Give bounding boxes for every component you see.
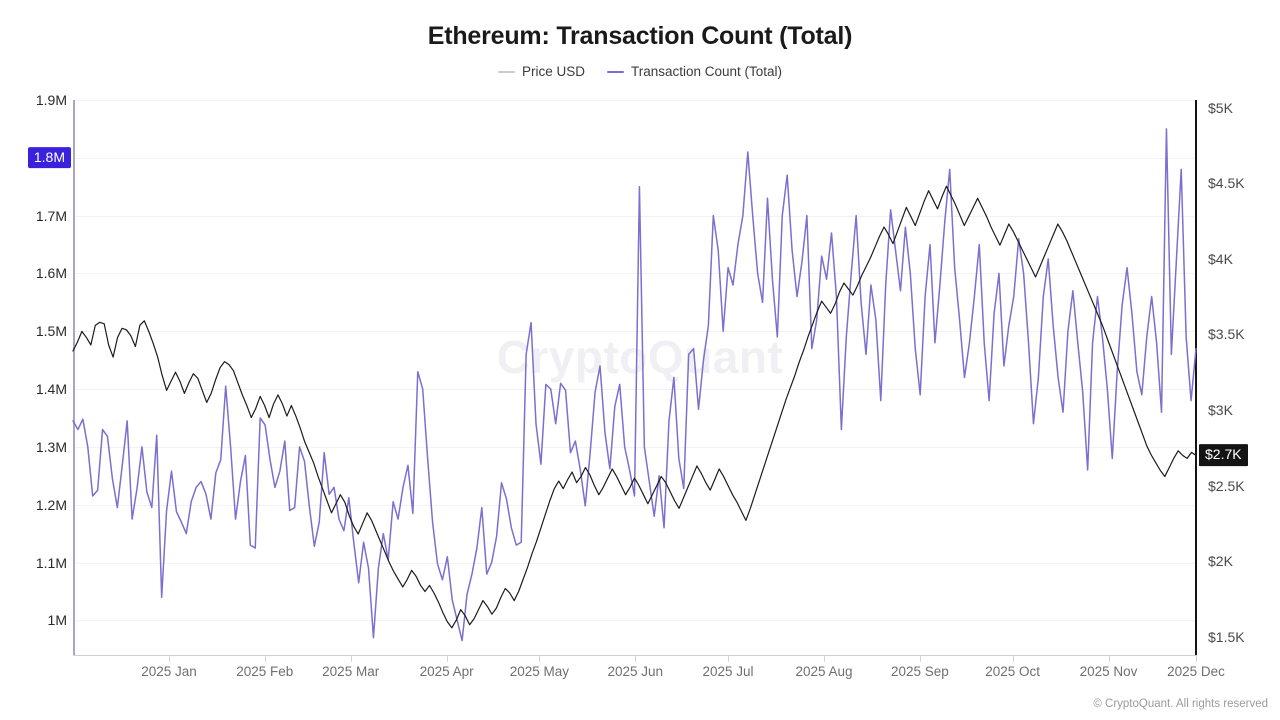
plot-area[interactable] [72, 100, 1197, 655]
x-axis-tick-label: 2025 Feb [236, 664, 294, 679]
left-axis-tick-label: 1.1M [35, 554, 67, 571]
gridline [73, 273, 1196, 275]
gridline [73, 446, 1196, 448]
right-axis-line [1195, 100, 1197, 655]
right-axis-tick-label: $2.5K [1208, 477, 1245, 494]
right-axis-tick-label: $1.5K [1208, 628, 1245, 645]
x-axis-tick-mark [350, 655, 352, 662]
left-axis-tick-label: 1.4M [35, 381, 67, 398]
gridline [73, 331, 1196, 333]
right-axis-tick-label: $3K [1208, 402, 1233, 418]
legend-label-price-usd: Price USD [521, 64, 585, 79]
x-axis-tick-mark [1108, 655, 1110, 662]
left-axis-tick-label: 1.7M [35, 207, 67, 224]
gridline [73, 504, 1196, 506]
x-axis-tick-mark [446, 655, 448, 662]
left-axis-tick-label: 1.2M [35, 496, 67, 513]
transaction-count-line [72, 128, 1197, 642]
x-axis-tick-label: 2025 Aug [795, 664, 853, 679]
chart-title: Ethereum: Transaction Count (Total) [427, 22, 853, 50]
x-axis-tick-label: 2025 Dec [1167, 664, 1225, 679]
left-axis-tick-label: 1.9M [35, 92, 67, 108]
x-axis-tick-mark [539, 655, 541, 662]
gridline [73, 100, 1196, 101]
gridline [73, 215, 1196, 217]
gridline [73, 389, 1196, 391]
right-axis-tick-label: $5K [1208, 99, 1233, 116]
x-axis-tick-mark [1196, 655, 1197, 662]
bottom-axis-line [73, 655, 1196, 656]
x-axis-tick-label: 2025 Mar [322, 664, 380, 679]
x-axis-tick-mark [169, 655, 170, 662]
x-axis-tick-mark [635, 655, 637, 662]
x-axis-tick-mark [824, 655, 825, 662]
x-axis-tick-label: 2025 Jul [702, 664, 754, 679]
left-axis-tick-label: 1M [47, 612, 67, 629]
gridline [73, 562, 1196, 564]
x-axis-tick-label: 2025 Oct [985, 664, 1040, 679]
chart-legend: Price USD Transaction Count (Total) [0, 64, 1280, 79]
copyright-notice: © CryptoQuant. All rights reserved [1093, 698, 1268, 710]
left-axis-tick-label: 1.6M [35, 265, 67, 282]
left-axis-tick-label: 1.3M [35, 438, 67, 455]
left-axis-value-badge: 1.8M [27, 146, 71, 169]
gridline [73, 157, 1196, 159]
x-axis-tick-label: 2025 Apr [419, 664, 474, 679]
right-axis-tick-label: $2K [1208, 553, 1233, 570]
gridline [73, 620, 1196, 622]
legend-item-transaction-count-total[interactable]: Transaction Count (Total) [606, 64, 783, 79]
x-axis-tick-mark [919, 655, 921, 662]
legend-swatch-price-usd [497, 70, 515, 73]
right-axis-tick-label: $3.5K [1208, 326, 1245, 343]
right-axis-value-badge: $2.7K [1199, 444, 1248, 467]
x-axis-tick-mark [264, 655, 266, 662]
x-axis-tick-label: 2025 Sep [890, 664, 949, 679]
x-axis-tick-label: 2025 Jun [607, 664, 664, 679]
x-axis-tick-label: 2025 Jan [141, 664, 197, 679]
left-axis-line [73, 100, 75, 655]
right-axis-tick-label: $4.5K [1208, 175, 1245, 192]
legend-item-price-usd[interactable]: Price USD [497, 64, 585, 79]
x-axis-tick-label: 2025 May [509, 664, 570, 679]
right-axis-tick-label: $4K [1208, 250, 1233, 267]
price-usd-line [72, 185, 1197, 629]
x-axis-tick-mark [1012, 655, 1014, 662]
x-axis-tick-mark [728, 655, 729, 662]
series-paths [72, 128, 1197, 642]
x-axis-tick-label: 2025 Nov [1079, 664, 1138, 679]
legend-swatch-transaction-count-total [606, 70, 624, 73]
left-axis-tick-label: 1.5M [35, 323, 67, 340]
legend-label-transaction-count-total: Transaction Count (Total) [630, 64, 783, 79]
